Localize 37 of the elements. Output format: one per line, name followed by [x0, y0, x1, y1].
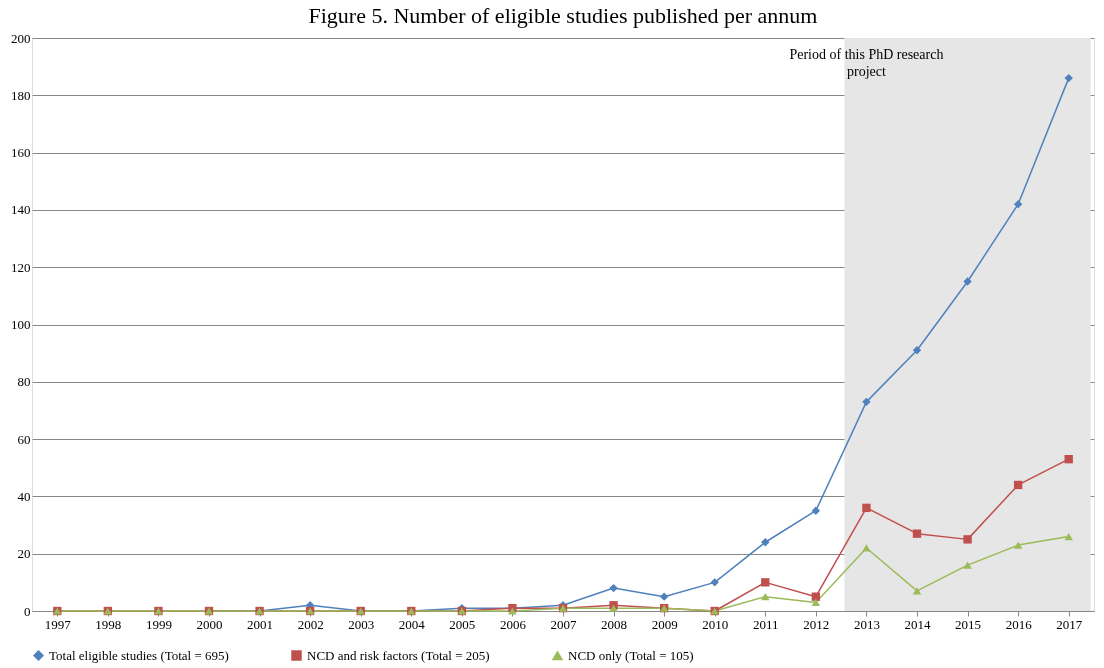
y-tick-label: 20 — [17, 546, 31, 562]
x-tick-label: 2010 — [702, 616, 729, 632]
x-tick-label: 2006 — [499, 616, 527, 632]
x-tick-label: 2017 — [1056, 616, 1083, 632]
y-tick-label: 140 — [11, 202, 31, 218]
x-tick-label: 2007 — [550, 616, 577, 632]
y-tick-label: 40 — [17, 488, 31, 504]
y-tick-label: 100 — [11, 317, 31, 332]
y-tick-label: 120 — [11, 259, 31, 275]
x-tick-label: 2015 — [955, 616, 982, 632]
legend-label: Total eligible studies (Total = 695) — [49, 647, 229, 663]
x-tick-label: 1997 — [44, 616, 72, 632]
x-tick-label: 2001 — [247, 616, 274, 632]
x-tick-label: 2014 — [904, 616, 931, 632]
x-tick-label: 2004 — [398, 616, 426, 632]
x-tick-label: 1998 — [95, 616, 122, 632]
x-tick-label: 2005 — [449, 616, 476, 632]
x-tick-label: 2012 — [803, 616, 830, 632]
x-tick-label: 2003 — [348, 616, 375, 632]
x-tick-label: 2016 — [1005, 616, 1033, 632]
y-tick-label: 0 — [24, 603, 31, 619]
x-tick-label: 2013 — [853, 616, 880, 632]
legend-label: NCD and risk factors (Total = 205) — [307, 647, 490, 663]
x-tick-label: 1999 — [145, 616, 172, 632]
x-tick-label: 2011 — [753, 616, 779, 632]
x-tick-label: 2002 — [297, 616, 324, 632]
y-tick-label: 160 — [11, 145, 31, 161]
y-tick-label: 200 — [11, 30, 31, 46]
x-tick-label: 2000 — [196, 616, 223, 632]
y-tick-label: 80 — [17, 374, 31, 390]
y-tick-label: 60 — [17, 431, 31, 447]
legend-label: NCD only (Total = 105) — [568, 647, 694, 663]
y-tick-label: 180 — [11, 87, 31, 103]
band-label: Period of this PhD research project — [789, 47, 944, 79]
x-tick-label: 2008 — [601, 616, 628, 632]
x-tick-label: 2009 — [651, 616, 678, 632]
chart-title: Figure 5. Number of eligible studies published per annum — [308, 3, 818, 28]
